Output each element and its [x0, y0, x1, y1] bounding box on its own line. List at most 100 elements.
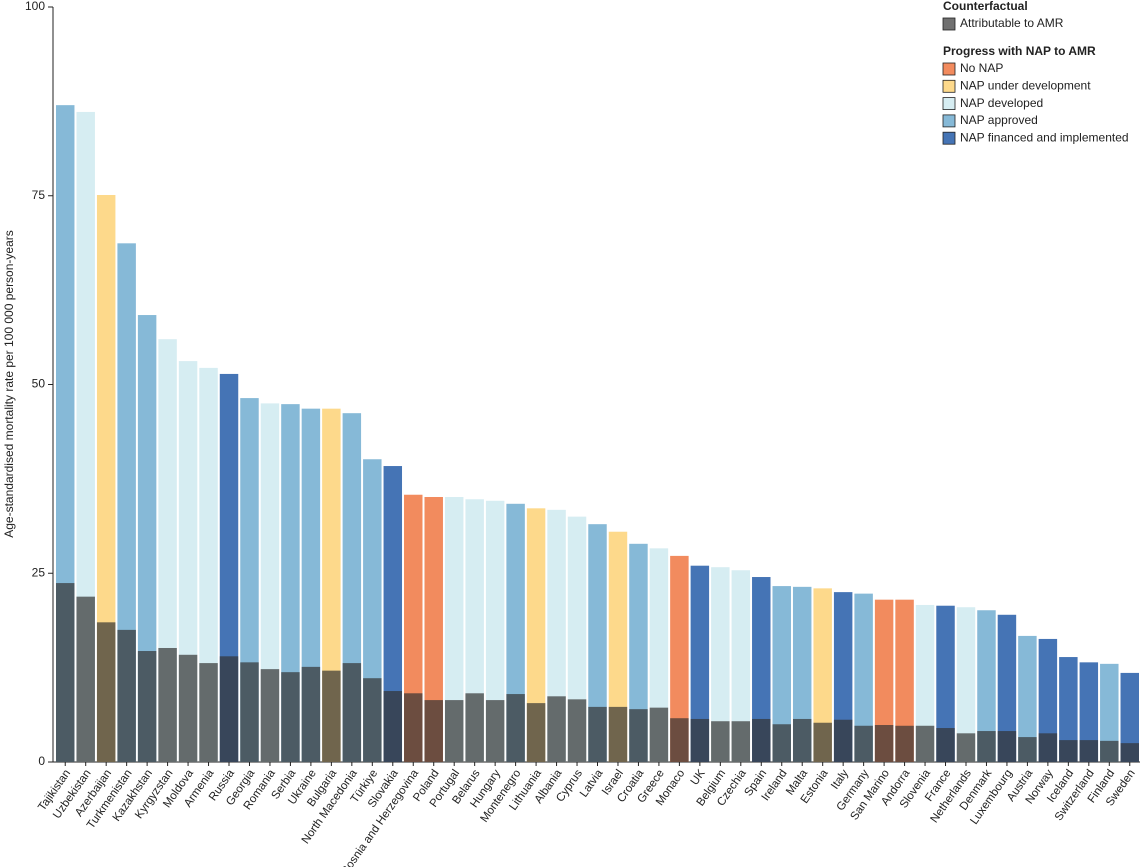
bar-overlay — [526, 703, 546, 762]
bar-overlay — [56, 583, 75, 762]
bar-overlay — [1079, 740, 1099, 762]
legend-swatch — [942, 114, 956, 128]
bar-overlay — [915, 725, 935, 762]
bar-overlay — [342, 663, 362, 762]
bar-overlay — [424, 700, 443, 762]
bar — [96, 194, 116, 762]
bar — [956, 607, 976, 762]
legend-label: NAP under development — [960, 78, 1091, 92]
bar-overlay — [588, 706, 607, 762]
bar-overlay — [731, 721, 751, 762]
bar-overlay — [260, 669, 280, 762]
bar — [1100, 663, 1119, 762]
bar-overlay — [137, 651, 157, 762]
bar-overlay — [1018, 737, 1037, 762]
bar — [137, 315, 157, 762]
bar-overlay — [792, 718, 812, 762]
bar-overlay — [629, 709, 648, 762]
bar-overlay — [485, 700, 505, 762]
bar — [424, 496, 443, 762]
bar-overlay — [833, 719, 853, 762]
bar-overlay — [567, 699, 587, 762]
bar — [670, 555, 689, 762]
bar-overlay — [383, 691, 403, 762]
bar-overlay — [608, 706, 628, 762]
bar — [915, 604, 935, 762]
x-tick-label: UK — [689, 767, 708, 787]
bar-overlay — [322, 670, 341, 762]
bar — [690, 565, 710, 762]
bar-overlay — [547, 696, 566, 762]
legend-label: NAP financed and implemented — [960, 130, 1129, 144]
bar-overlay — [281, 672, 300, 762]
bar — [1059, 657, 1078, 762]
bar — [485, 500, 505, 762]
bar — [444, 496, 464, 762]
bar — [1079, 662, 1099, 762]
bar — [833, 592, 853, 762]
bar-overlay — [465, 693, 484, 762]
bar — [854, 593, 873, 762]
bar-overlay — [772, 724, 791, 762]
bar — [1038, 638, 1058, 762]
bar — [936, 605, 955, 762]
legend-title: Counterfactual — [943, 0, 1028, 13]
legend-swatch — [942, 79, 956, 93]
bar-overlay — [219, 656, 239, 762]
bar-overlay — [1059, 740, 1078, 762]
y-axis-label: Age-standardised mortality rate per 100 … — [2, 230, 16, 538]
bar — [711, 567, 730, 762]
y-tick-label: 75 — [32, 188, 46, 202]
bar-overlay — [895, 725, 914, 762]
legend-title: Progress with NAP to AMR — [943, 44, 1096, 58]
bar-overlay — [363, 678, 382, 762]
bar-overlay — [1038, 733, 1058, 762]
bar-overlay — [649, 707, 669, 762]
bar-overlay — [670, 718, 689, 762]
bar — [977, 610, 996, 762]
bar — [813, 588, 832, 762]
bar-overlay — [1120, 743, 1139, 762]
bar-overlay — [854, 725, 873, 762]
bar-overlay — [690, 718, 710, 762]
bar-overlay — [977, 731, 996, 762]
bar-overlay — [404, 693, 423, 762]
bar — [383, 466, 403, 762]
legend-label: NAP developed — [960, 96, 1043, 110]
legend-label: No NAP — [960, 61, 1003, 75]
y-tick-label: 100 — [25, 0, 45, 13]
bar-overlay — [936, 728, 955, 762]
legend-label: NAP approved — [960, 113, 1038, 127]
bar-overlay — [711, 721, 730, 762]
bar — [772, 586, 791, 762]
bar-overlay — [956, 733, 976, 762]
bar-overlay — [874, 725, 894, 762]
bar-overlay — [506, 694, 525, 762]
bar-overlay — [1100, 740, 1119, 762]
bar-overlay — [158, 647, 177, 762]
bar — [997, 614, 1017, 762]
y-tick-label: 25 — [32, 565, 46, 579]
bar — [731, 570, 751, 762]
bar-overlay — [96, 622, 116, 762]
legend-swatch — [942, 97, 956, 110]
bar — [608, 531, 628, 762]
y-tick-label: 50 — [32, 377, 46, 391]
bar — [752, 577, 771, 762]
bar — [895, 599, 914, 762]
bar — [1120, 672, 1139, 762]
bar-overlay — [178, 654, 198, 762]
bar-overlay — [752, 718, 771, 762]
bar-overlay — [444, 700, 464, 762]
bar-overlay — [117, 629, 136, 762]
bar — [588, 524, 607, 762]
bar — [1018, 635, 1037, 762]
bar-overlay — [301, 666, 321, 762]
bar-overlay — [813, 722, 832, 762]
bar — [792, 586, 812, 762]
bar-overlay — [240, 662, 259, 762]
x-tick-label: Latvia — [578, 767, 606, 800]
bar — [629, 543, 648, 762]
y-tick-label: 0 — [38, 754, 45, 768]
